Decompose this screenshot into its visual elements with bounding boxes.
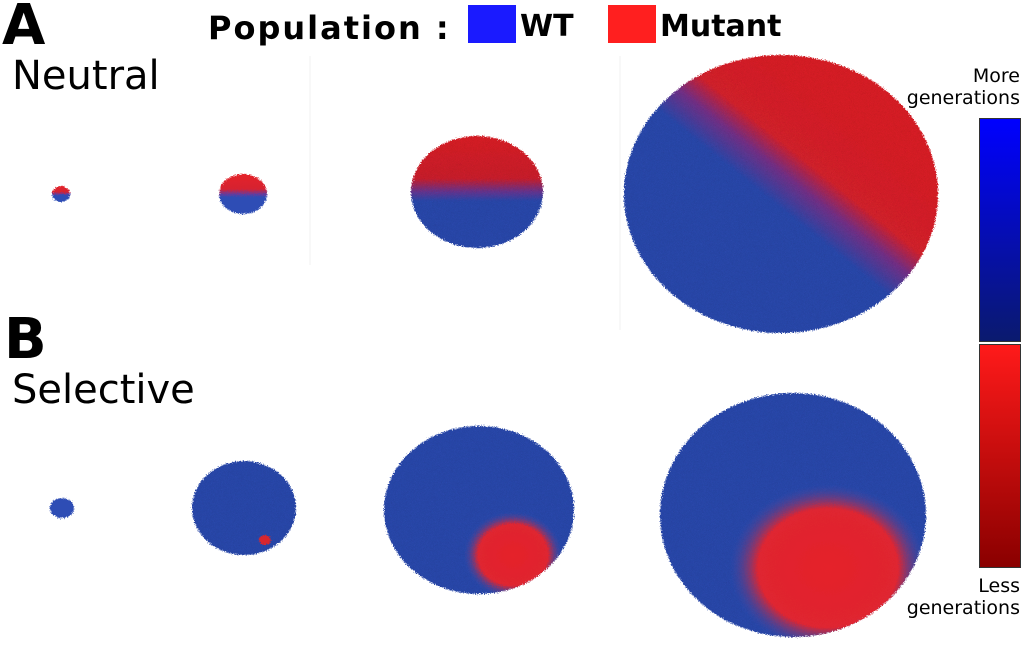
wt-swatch xyxy=(468,5,516,43)
mutant-swatch xyxy=(608,5,656,43)
selective-mutant-sector-4 xyxy=(728,483,926,637)
selective-colony-1 xyxy=(50,498,74,518)
wt-legend-label: WT xyxy=(520,9,574,44)
neutral-colony-1 xyxy=(52,186,70,202)
panel-b-title: Selective xyxy=(12,367,195,413)
colorbar-top-label: More generations xyxy=(906,65,1020,109)
neutral-colony-2 xyxy=(219,174,267,214)
colorbar-bottom-label: Less generations xyxy=(906,575,1020,619)
neutral-colony-3 xyxy=(411,136,543,248)
neutral-colony-4 xyxy=(624,55,938,333)
panel-a-letter: A xyxy=(2,0,46,58)
selective-colony-2 xyxy=(192,461,296,555)
legend-title: Population : xyxy=(208,9,451,47)
selective-mutant-speck xyxy=(259,535,271,545)
colorbar-blue xyxy=(979,118,1021,342)
mutant-legend-label: Mutant xyxy=(660,9,782,44)
colorbar-red xyxy=(979,344,1021,568)
panel-a-title: Neutral xyxy=(12,53,160,99)
colony-figure xyxy=(50,55,938,637)
selective-mutant-sector-3 xyxy=(463,511,563,594)
panel-b-letter: B xyxy=(4,307,47,372)
